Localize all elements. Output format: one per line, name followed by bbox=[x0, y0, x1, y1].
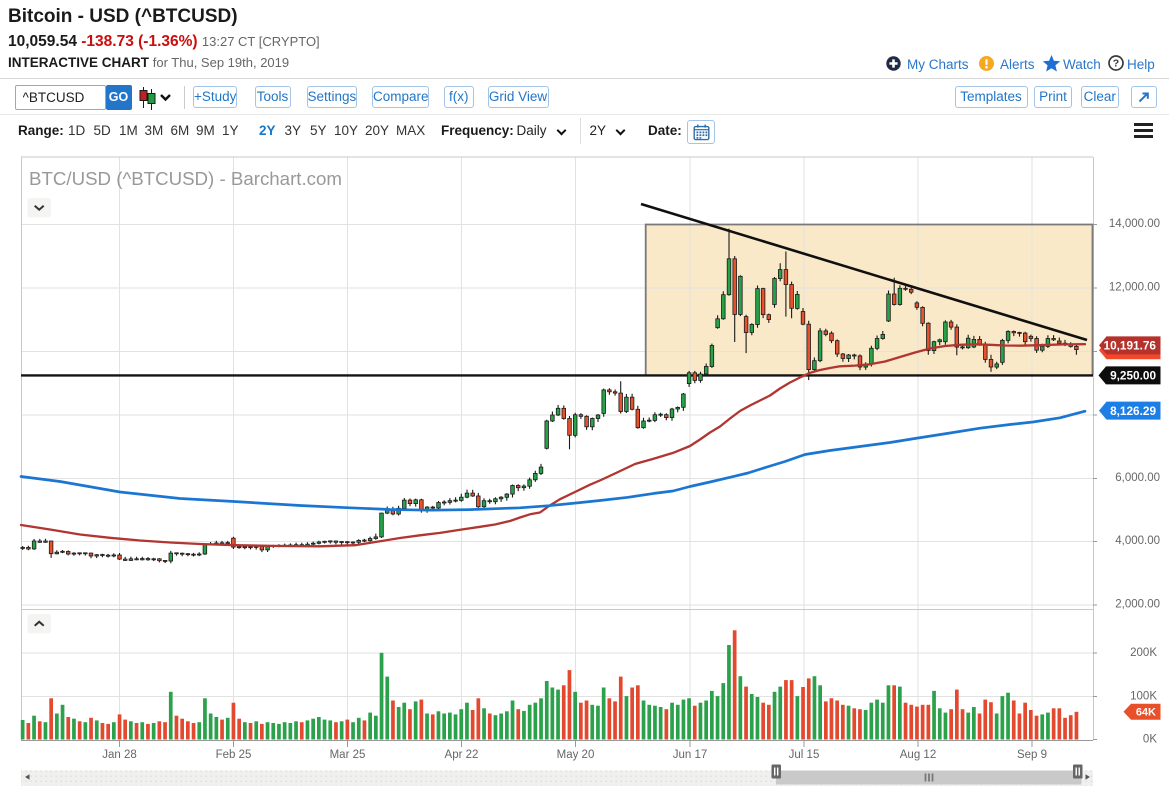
svg-text:9,250.00: 9,250.00 bbox=[1110, 369, 1156, 383]
svg-text:64K: 64K bbox=[1136, 707, 1156, 719]
svg-text:10,191.76: 10,191.76 bbox=[1104, 339, 1157, 353]
svg-text:200K: 200K bbox=[1130, 647, 1157, 659]
svg-text:Jan 28: Jan 28 bbox=[102, 749, 137, 761]
svg-text:100K: 100K bbox=[1130, 690, 1157, 702]
svg-text:0K: 0K bbox=[1143, 734, 1157, 746]
svg-text:4,000.00: 4,000.00 bbox=[1115, 535, 1160, 547]
svg-text:8,126.29: 8,126.29 bbox=[1110, 404, 1156, 418]
svg-text:Apr 22: Apr 22 bbox=[445, 749, 479, 761]
svg-text:BTC/USD (^BTCUSD) - Barchart.c: BTC/USD (^BTCUSD) - Barchart.com bbox=[29, 168, 342, 189]
svg-text:May 20: May 20 bbox=[557, 749, 595, 761]
svg-text:Aug 12: Aug 12 bbox=[900, 749, 936, 761]
svg-text:2,000.00: 2,000.00 bbox=[1115, 599, 1160, 611]
svg-text:?: ? bbox=[1113, 58, 1119, 70]
svg-text:6,000.00: 6,000.00 bbox=[1115, 472, 1160, 484]
svg-text:Sep 9: Sep 9 bbox=[1017, 749, 1047, 761]
svg-text:Jun 17: Jun 17 bbox=[673, 749, 708, 761]
svg-text:14,000.00: 14,000.00 bbox=[1109, 218, 1160, 230]
svg-text:Mar 25: Mar 25 bbox=[330, 749, 366, 761]
svg-text:Jul 15: Jul 15 bbox=[789, 749, 820, 761]
svg-text:Feb 25: Feb 25 bbox=[216, 749, 252, 761]
svg-text:12,000.00: 12,000.00 bbox=[1109, 282, 1160, 294]
